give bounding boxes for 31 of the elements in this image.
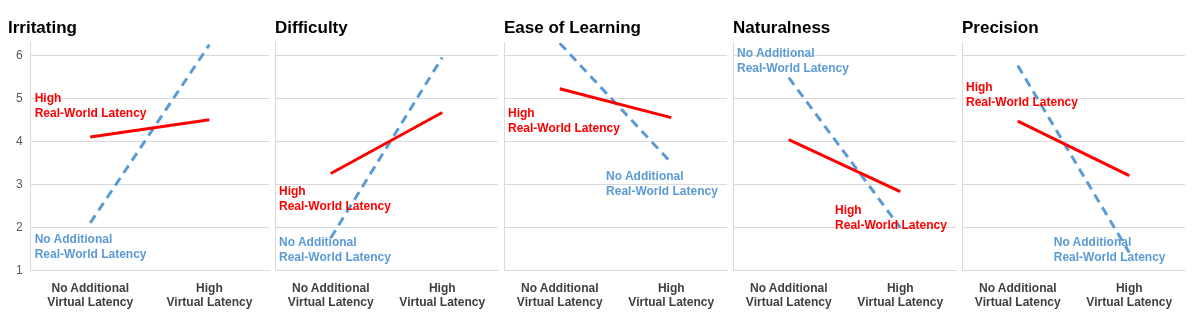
series-label: No Additional Real-World Latency xyxy=(34,232,147,262)
x-tick-label: No Additional Virtual Latency xyxy=(516,280,603,310)
y-tick-label: 4 xyxy=(15,133,23,148)
x-tick-label: No Additional Virtual Latency xyxy=(287,280,374,310)
series-label: No Additional Real-World Latency xyxy=(737,46,850,76)
x-tick-label: No Additional Virtual Latency xyxy=(745,280,832,310)
chart-title: Ease of Learning xyxy=(504,17,641,37)
y-tick-label: 6 xyxy=(15,47,23,62)
chart-title: Difficulty xyxy=(275,17,349,37)
series-label: No Additional Real-World Latency xyxy=(279,235,392,265)
chart-title: Naturalness xyxy=(733,17,831,37)
series-label: High Real-World Latency xyxy=(34,90,147,120)
series-label: High Real-World Latency xyxy=(508,105,621,135)
y-tick-label: 5 xyxy=(15,90,23,105)
y-tick-label: 3 xyxy=(15,176,23,191)
x-tick-label: No Additional Virtual Latency xyxy=(974,280,1061,310)
text: High Real-World Latency xyxy=(279,184,392,214)
text: High Real-World Latency xyxy=(835,203,948,233)
x-tick-label: High Virtual Latency xyxy=(1086,280,1173,310)
y-tick-label: 2 xyxy=(15,219,23,234)
x-tick-label: High Virtual Latency xyxy=(166,280,253,310)
chart-title: Irritating xyxy=(8,17,77,37)
x-tick-label: High Virtual Latency xyxy=(857,280,944,310)
series-label: No Additional Real-World Latency xyxy=(606,168,719,198)
x-tick-label: High Virtual Latency xyxy=(399,280,486,310)
y-tick-label: 1 xyxy=(15,262,23,277)
chart-title: Precision xyxy=(962,17,1039,37)
x-tick-label: No Additional Virtual Latency xyxy=(47,280,134,310)
text: High Real-World Latency xyxy=(966,79,1079,109)
x-tick-label: High Virtual Latency xyxy=(628,280,715,310)
series-label: No Additional Real-World Latency xyxy=(1053,235,1166,265)
